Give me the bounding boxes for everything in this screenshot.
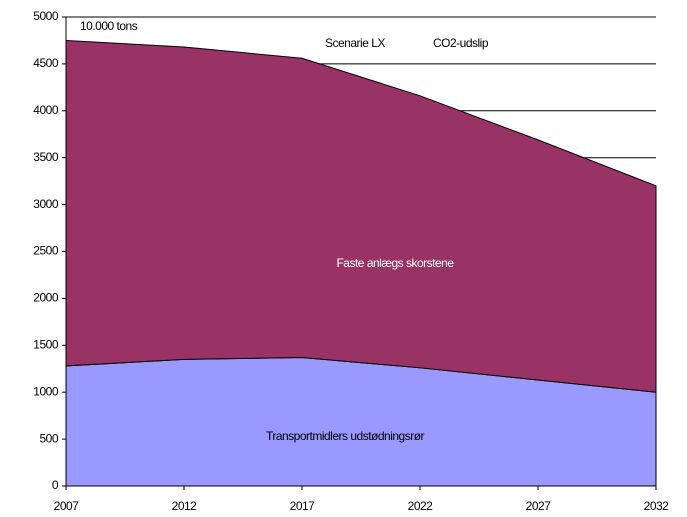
y-tick-label: 4500 <box>33 56 59 70</box>
y-tick-label: 500 <box>39 431 58 445</box>
y-tick-label: 3000 <box>33 197 59 211</box>
x-tick-label: 2012 <box>172 499 198 513</box>
chart-title: Scenarie LX <box>325 36 385 50</box>
x-tick-label: 2032 <box>644 499 670 513</box>
x-tick-label: 2017 <box>290 499 316 513</box>
y-tick-label: 3500 <box>33 150 59 164</box>
series-label: Transportmidlers udstødningsrør <box>266 429 425 443</box>
area <box>65 39 657 393</box>
y-tick-label: 5000 <box>33 9 59 23</box>
y-tick-label: 0 <box>52 478 59 492</box>
chart-subtitle: CO2-udslip <box>433 36 489 50</box>
y-tick-label: 2000 <box>33 291 59 305</box>
y-tick-label: 2500 <box>33 244 59 258</box>
y-tick-label: 1500 <box>33 337 59 351</box>
y-tick-label: 1000 <box>33 384 59 398</box>
x-tick-label: 2007 <box>54 499 80 513</box>
x-tick-label: 2022 <box>408 499 434 513</box>
y-axis-unit: 10.000 tons <box>80 19 138 33</box>
y-tick-label: 4000 <box>33 103 59 117</box>
x-tick-label: 2027 <box>526 499 552 513</box>
series-label: Faste anlægs skorstene <box>336 256 454 270</box>
